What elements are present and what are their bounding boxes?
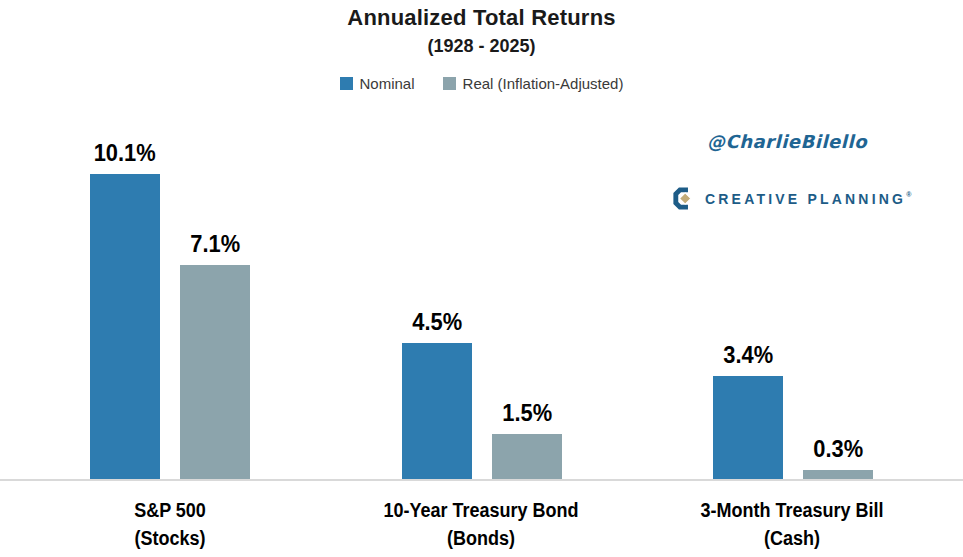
bar-col: 4.5%	[402, 309, 472, 479]
category-label-bonds: 10-Year Treasury Bond (Bonds)	[373, 496, 589, 552]
category-label-cash: 3-Month Treasury Bill (Cash)	[684, 496, 900, 552]
legend-item-real: Real (Inflation-Adjusted)	[443, 75, 624, 92]
real-swatch-icon	[443, 77, 456, 90]
brand-name: CREATIVE PLANNING®	[705, 191, 915, 207]
legend: Nominal Real (Inflation-Adjusted)	[0, 75, 963, 92]
brand-logo: CREATIVE PLANNING®	[672, 186, 915, 211]
legend-label-nominal: Nominal	[360, 75, 415, 92]
category-label-sp500: S&P 500 (Stocks)	[62, 496, 278, 552]
bar-cash-real	[803, 470, 873, 479]
legend-item-nominal: Nominal	[340, 75, 415, 92]
chart-subtitle: (1928 - 2025)	[0, 36, 963, 57]
creative-planning-c-icon	[672, 186, 697, 211]
value-label-bonds-real: 1.5%	[502, 400, 552, 427]
value-label-sp500-real: 7.1%	[190, 231, 240, 258]
bar-group-sp500: 10.1% 7.1%	[90, 140, 250, 479]
value-label-sp500-nominal: 10.1%	[94, 140, 156, 167]
bar-col: 1.5%	[492, 400, 562, 479]
nominal-swatch-icon	[340, 77, 353, 90]
bar-bonds-nominal	[402, 343, 472, 479]
value-label-bonds-nominal: 4.5%	[412, 309, 462, 336]
bar-sp500-real	[180, 265, 250, 479]
x-axis-line	[0, 479, 963, 481]
bar-col: 0.3%	[803, 436, 873, 479]
author-handle: @CharlieBilello	[687, 131, 887, 152]
bar-cash-nominal	[713, 376, 783, 479]
value-label-cash-real: 0.3%	[813, 436, 863, 463]
bar-col: 10.1%	[90, 140, 160, 479]
chart-title: Annualized Total Returns	[0, 5, 963, 31]
registered-mark: ®	[906, 191, 914, 198]
bar-group-cash: 3.4% 0.3%	[713, 342, 873, 479]
legend-label-real: Real (Inflation-Adjusted)	[463, 75, 624, 92]
bar-col: 3.4%	[713, 342, 783, 479]
chart-canvas: Annualized Total Returns (1928 - 2025) N…	[0, 0, 963, 557]
chart-header: Annualized Total Returns (1928 - 2025)	[0, 5, 963, 57]
bar-col: 7.1%	[180, 231, 250, 479]
bar-bonds-real	[492, 434, 562, 479]
value-label-cash-nominal: 3.4%	[723, 342, 773, 369]
bar-group-bonds: 4.5% 1.5%	[402, 309, 562, 479]
bar-sp500-nominal	[90, 174, 160, 479]
